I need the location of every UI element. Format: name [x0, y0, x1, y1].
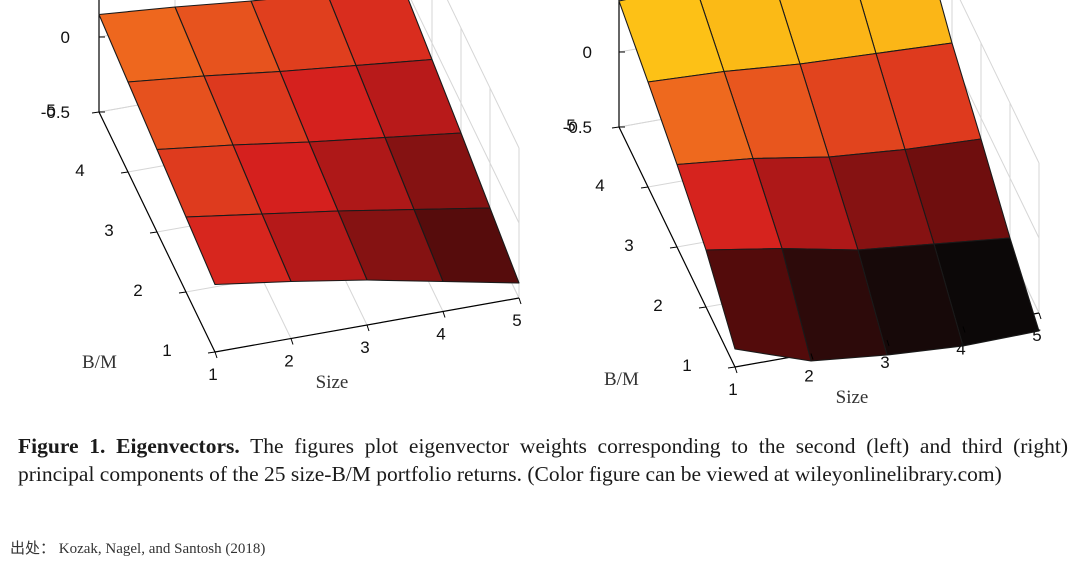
y-tick-label: 3 [104, 221, 113, 240]
x-tick-mark [734, 366, 738, 374]
z-tick-label: 0 [583, 43, 592, 62]
y-tick-mark [178, 291, 187, 294]
caption-title: Eigenvectors. [116, 434, 240, 458]
x-tick-mark [214, 351, 218, 359]
x-tick-label: 3 [360, 338, 369, 357]
y-tick-mark [698, 306, 707, 309]
source-note: 出处： Kozak, Nagel, and Santosh (2018) [10, 541, 266, 557]
y-tick-label: 4 [595, 176, 604, 195]
y-tick-mark [611, 126, 620, 129]
y-tick-label: 3 [624, 236, 633, 255]
side-wall-grid-line [446, 0, 520, 149]
y-tick-label: 1 [162, 341, 171, 360]
y-tick-label: 2 [133, 281, 142, 300]
x-tick-mark [366, 324, 370, 332]
figure-caption: Figure 1. Eigenvectors. The figures plot… [18, 432, 1068, 488]
y-tick-mark [149, 231, 158, 234]
y-tick-label: 2 [653, 296, 662, 315]
y-axis-label: B/M [604, 369, 639, 390]
x-axis-label: Size [836, 387, 869, 408]
side-wall-grid-line [959, 0, 1040, 164]
x-tick-mark [290, 338, 294, 345]
z-tick-label: 0 [61, 28, 70, 47]
y-tick-label: 4 [75, 161, 84, 180]
x-tick-label: 4 [956, 340, 965, 359]
y-tick-label: 5 [566, 116, 575, 135]
x-tick-mark [886, 339, 890, 347]
y-tick-label: 5 [46, 101, 55, 120]
y-tick-mark [669, 246, 678, 249]
x-tick-label: 1 [208, 365, 217, 384]
x-tick-mark [518, 297, 522, 305]
x-tick-label: 4 [436, 325, 445, 344]
y-tick-label: 1 [682, 356, 691, 375]
y-tick-mark [207, 351, 216, 354]
x-tick-label: 5 [1032, 326, 1041, 345]
x-tick-mark [442, 311, 446, 318]
x-tick-mark [1038, 312, 1042, 320]
x-tick-label: 2 [804, 367, 813, 386]
x-tick-mark [962, 326, 966, 333]
x-tick-mark [810, 353, 814, 360]
surface-patch [185, 213, 292, 286]
surface [618, 0, 1040, 362]
caption-figure-label: Figure 1. [18, 434, 106, 458]
y-axis-label: B/M [82, 352, 117, 373]
z-tick-label: -0.5 [563, 118, 592, 137]
x-tick-label: 1 [728, 380, 737, 399]
y-tick-mark [120, 171, 129, 174]
surface-patch [705, 247, 812, 362]
caption-text: The figures plot eigenvector weights cor… [18, 434, 1068, 486]
side-wall-grid-line [410, 0, 520, 224]
y-tick-mark [727, 366, 736, 369]
x-tick-label: 5 [512, 311, 521, 330]
x-axis-label: Size [316, 372, 349, 393]
y-tick-mark [640, 186, 649, 189]
z-tick-label: -0.5 [41, 103, 70, 122]
x-tick-label: 3 [880, 353, 889, 372]
surface [98, 0, 520, 286]
x-tick-label: 2 [284, 352, 293, 371]
y-tick-mark [91, 111, 100, 114]
